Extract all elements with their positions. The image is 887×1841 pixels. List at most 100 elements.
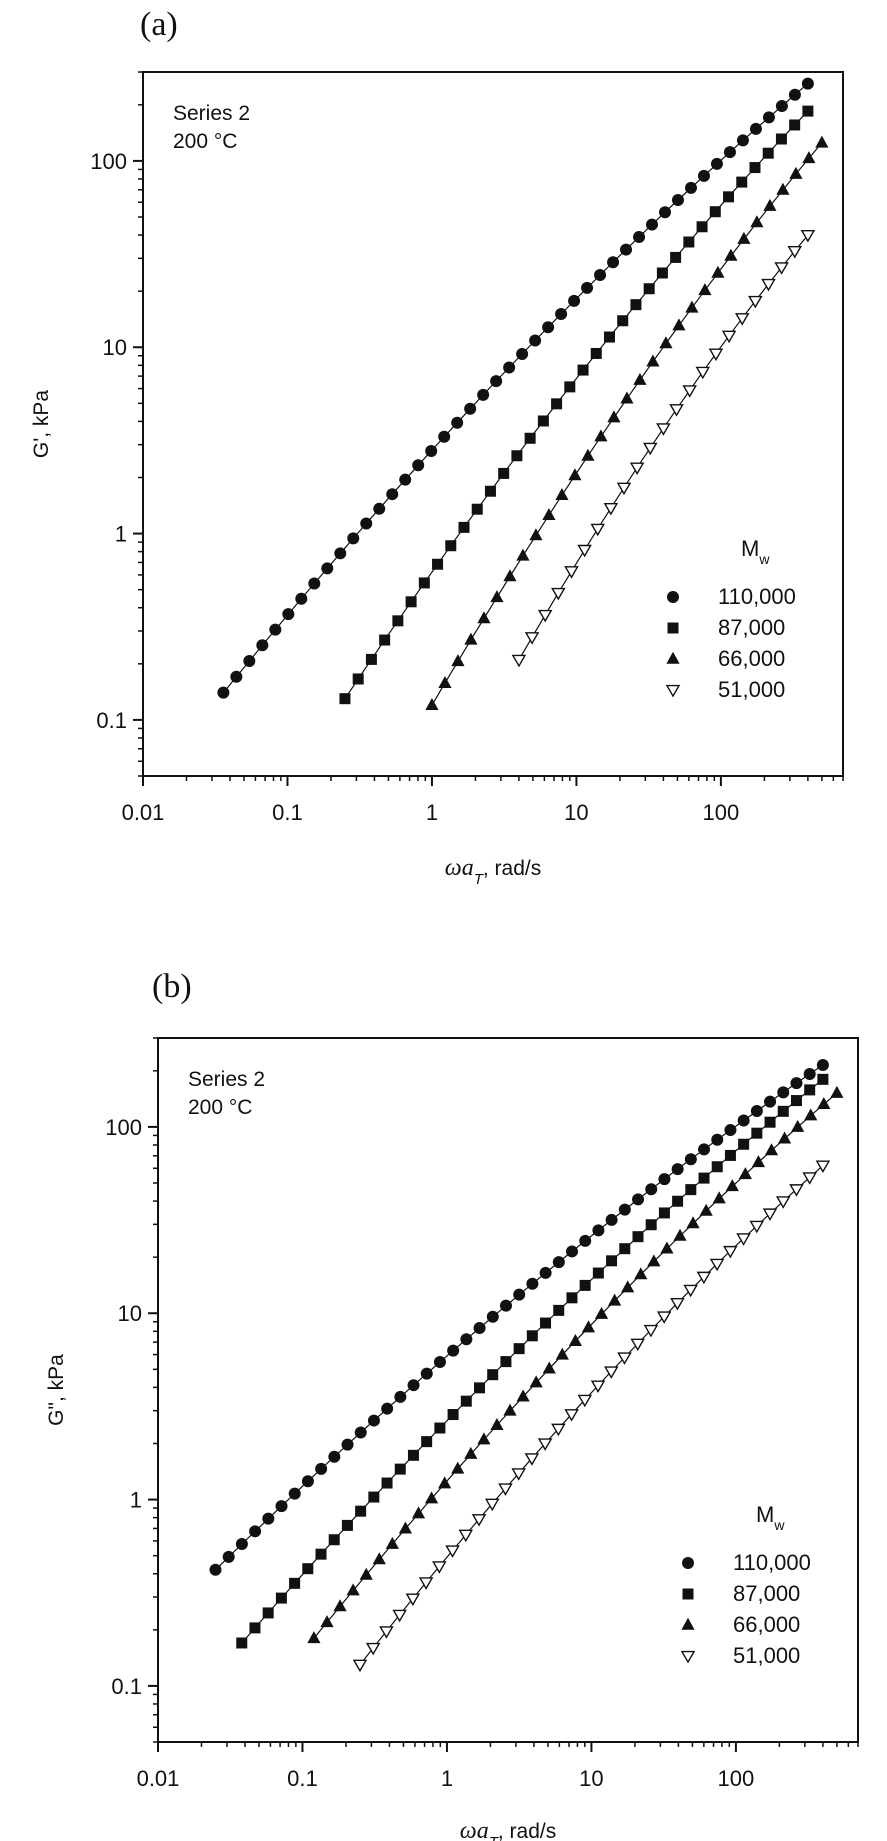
data-point <box>551 587 566 601</box>
data-point <box>490 1417 504 1430</box>
data-point <box>764 1116 776 1128</box>
data-point <box>235 1538 248 1551</box>
data-point <box>800 229 816 243</box>
data-point <box>460 1395 472 1407</box>
x-tick-label: 0.1 <box>287 1766 318 1791</box>
data-point <box>633 372 647 385</box>
data-point <box>513 1288 526 1301</box>
data-point <box>804 1084 816 1096</box>
data-point <box>295 592 308 605</box>
data-point <box>788 88 801 101</box>
data-point <box>791 1119 805 1132</box>
data-point <box>555 488 569 501</box>
data-point <box>763 198 777 211</box>
data-point <box>477 388 490 401</box>
data-point <box>511 654 527 668</box>
data-point <box>777 1131 792 1144</box>
y-tick-label: 100 <box>105 1115 142 1140</box>
y-axis-label: G', kPa <box>30 390 53 459</box>
series-2 <box>307 1085 844 1644</box>
data-point <box>552 1256 565 1269</box>
series-3 <box>352 1160 831 1673</box>
y-tick-label: 1 <box>115 522 127 547</box>
data-point <box>643 283 655 295</box>
data-point <box>712 1191 726 1204</box>
data-point <box>379 634 391 646</box>
data-point <box>503 361 516 374</box>
data-point <box>346 1583 360 1596</box>
data-point <box>698 1143 711 1156</box>
fit-line <box>222 83 809 694</box>
data-point <box>500 1356 512 1368</box>
legend-label: 87,000 <box>733 1581 800 1606</box>
data-point <box>725 1179 739 1192</box>
data-point <box>249 1525 262 1538</box>
data-point <box>275 1500 288 1513</box>
legend-title: Mw <box>741 536 770 567</box>
data-point <box>477 611 491 624</box>
data-point <box>354 1426 367 1439</box>
data-point <box>438 430 451 443</box>
data-point <box>804 1108 818 1121</box>
data-point <box>537 415 549 427</box>
y-tick-label: 0.1 <box>111 1674 142 1699</box>
legend-label: 66,000 <box>733 1612 800 1637</box>
series-3 <box>511 229 816 668</box>
x-axis-label: ωaT, rad/s <box>460 1818 556 1841</box>
data-point <box>516 347 529 360</box>
data-point <box>526 1330 538 1342</box>
data-point <box>646 354 660 367</box>
data-point <box>524 432 536 444</box>
data-point <box>683 236 695 248</box>
data-point <box>392 615 404 627</box>
data-point <box>616 482 632 496</box>
legend-item-3: 51,000 <box>680 1643 800 1668</box>
data-point <box>407 1379 420 1392</box>
data-point <box>682 385 697 398</box>
data-point <box>697 169 710 182</box>
data-point <box>776 182 790 195</box>
data-point <box>672 318 686 331</box>
data-point <box>711 1161 723 1173</box>
data-point <box>590 347 602 359</box>
data-point <box>748 295 763 309</box>
x-tick-label: 1 <box>426 800 438 825</box>
data-point <box>645 1183 658 1196</box>
data-point <box>592 1267 604 1279</box>
data-point <box>617 1352 632 1365</box>
data-point <box>352 1659 368 1673</box>
data-point <box>551 1423 566 1437</box>
data-point <box>511 1468 526 1481</box>
data-point <box>736 134 749 147</box>
data-point <box>307 1631 321 1644</box>
annotation-0: Series 2 <box>173 102 250 125</box>
data-point <box>365 1642 381 1656</box>
data-point <box>230 670 243 683</box>
data-point <box>321 562 334 575</box>
data-point <box>737 1114 750 1127</box>
data-point <box>503 569 517 582</box>
data-point <box>392 1609 407 1623</box>
data-point <box>581 448 595 461</box>
data-point <box>684 181 697 194</box>
data-point <box>721 330 737 344</box>
data-point <box>681 1617 695 1630</box>
x-axis-label: ωaT, rad/s <box>445 855 541 888</box>
data-point <box>724 1149 736 1161</box>
data-point <box>774 262 789 275</box>
data-point <box>365 653 377 665</box>
data-point <box>590 1380 606 1394</box>
data-point <box>405 1593 421 1606</box>
data-point <box>750 215 764 228</box>
data-point <box>487 1369 499 1381</box>
data-point <box>736 1233 751 1246</box>
data-point <box>464 1446 478 1459</box>
data-point <box>617 315 629 327</box>
data-point <box>656 1311 672 1324</box>
data-point <box>486 1310 499 1323</box>
data-point <box>683 1284 698 1298</box>
legend-label: 87,000 <box>718 615 785 640</box>
data-point <box>632 1193 645 1206</box>
data-point <box>790 1095 802 1107</box>
